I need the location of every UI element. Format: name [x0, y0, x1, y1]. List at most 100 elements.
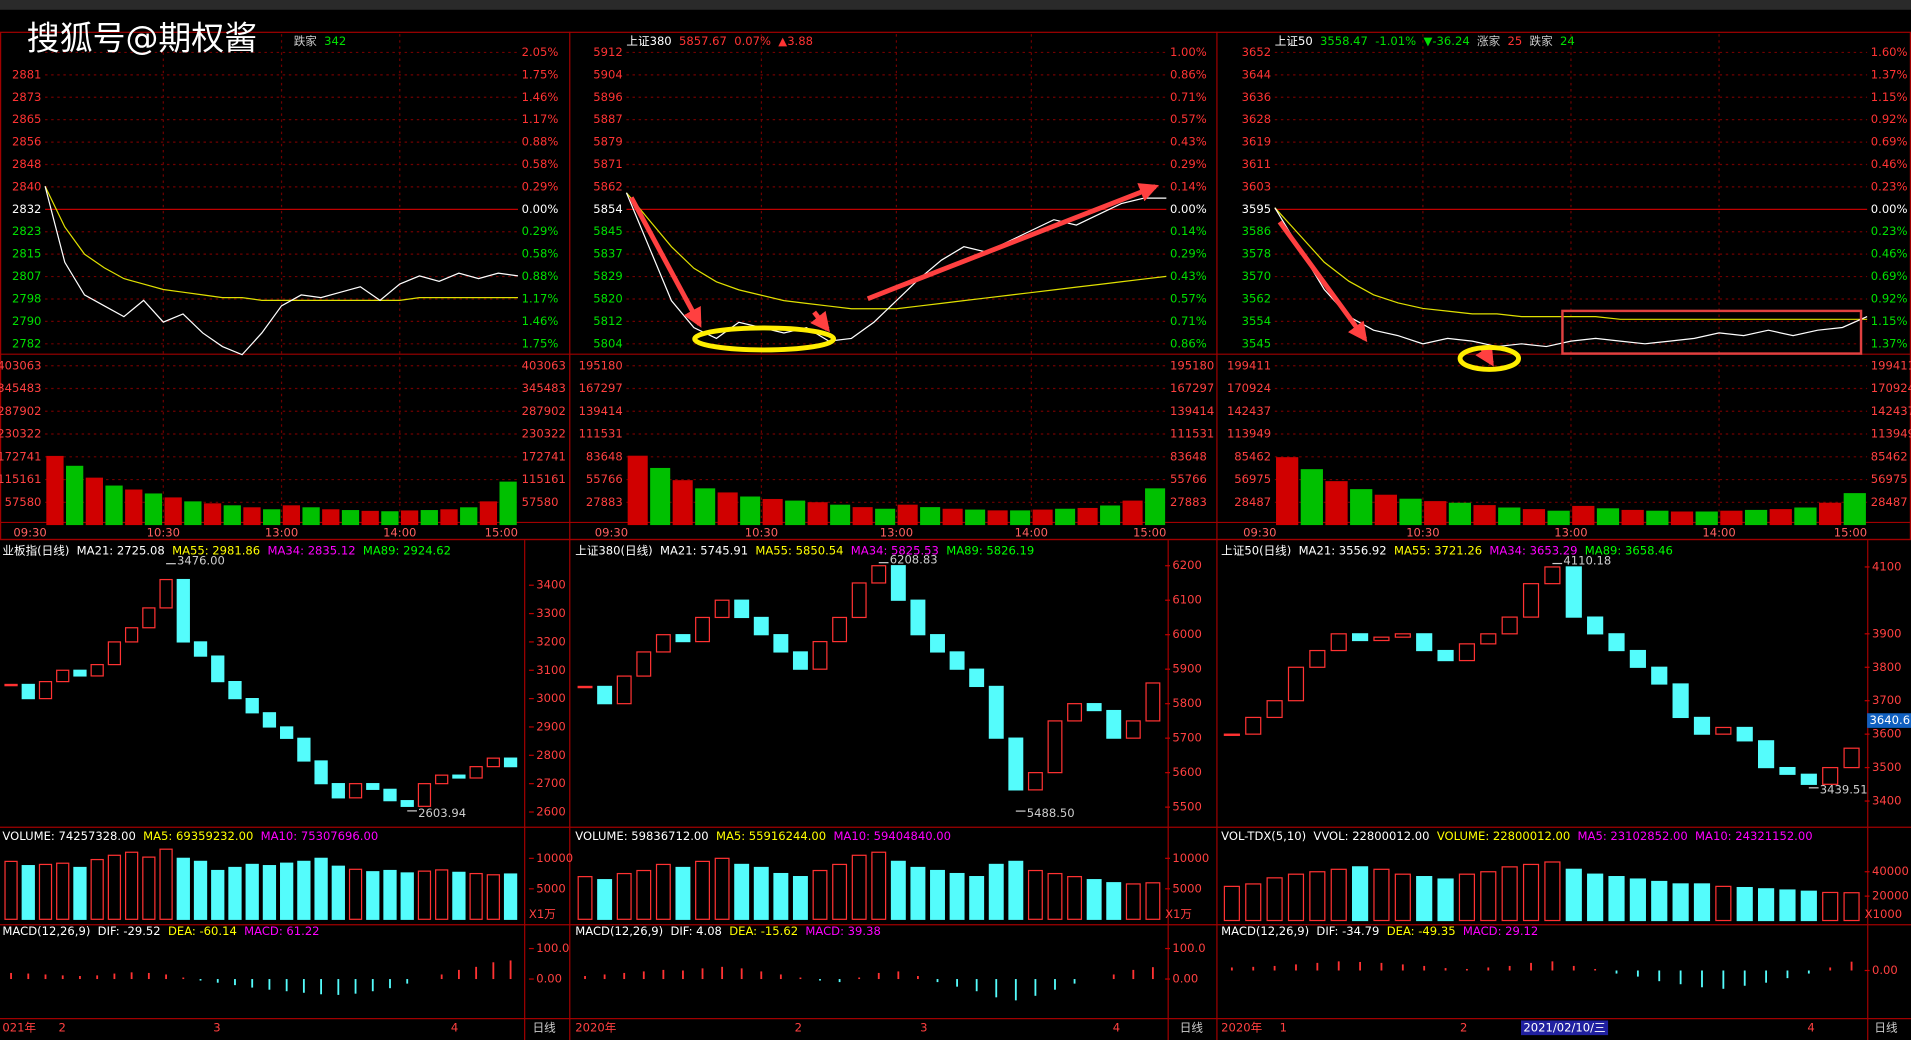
- volume-bar: [852, 507, 873, 526]
- header-item: MA5: 23102852.00: [1578, 829, 1688, 843]
- volume-bar: [105, 485, 123, 526]
- volume-bar: [1621, 509, 1644, 526]
- volume-bar: [597, 879, 613, 920]
- price-tick-label: 3652: [1242, 45, 1271, 59]
- volume-bar: [164, 497, 182, 526]
- price-line: [1274, 207, 1868, 348]
- arrow: [866, 183, 1160, 301]
- candle: [314, 760, 328, 785]
- volume-bar: [1350, 489, 1373, 526]
- header-item: VOLUME: 74257328.00: [2, 829, 135, 843]
- volume-bar: [1106, 882, 1122, 920]
- vol-tick-label: 287902: [522, 404, 566, 418]
- volume-bar: [1818, 502, 1842, 526]
- pct-tick-label: 0.88%: [522, 135, 559, 149]
- candle: [1458, 643, 1476, 662]
- volume-bar: [1693, 883, 1711, 922]
- volume-bar: [1245, 883, 1262, 922]
- date-label: 4: [451, 1020, 458, 1034]
- header-item: VOL-TDX(5,10): [1221, 829, 1306, 843]
- candle: [1651, 666, 1668, 685]
- candle: [1480, 633, 1497, 645]
- volume-bar: [1223, 885, 1240, 922]
- vol-unit: X1000: [1865, 907, 1902, 921]
- volume-bar: [734, 863, 750, 920]
- vol-tick-label: 10000: [1172, 851, 1209, 865]
- volume-bar: [1276, 457, 1299, 526]
- candle: [871, 565, 887, 584]
- price-tick-label: 5896: [593, 90, 622, 104]
- vol-tick-label: 56975: [1234, 472, 1271, 486]
- vol-unit: X1万: [529, 907, 556, 921]
- volume-bar: [142, 856, 156, 920]
- header-item: 5857.67: [679, 34, 727, 48]
- candle: [262, 712, 277, 728]
- volume-bar: [1522, 509, 1546, 526]
- price-tick-label: 5800: [1172, 696, 1201, 710]
- pct-tick-label: 1.17%: [522, 291, 559, 305]
- vol-tick-label: 345483: [0, 381, 41, 395]
- candle: [1027, 772, 1043, 791]
- volume-bar: [56, 862, 70, 920]
- pct-tick-label: 1.37%: [1871, 67, 1908, 81]
- current-price: 3640.6: [1870, 713, 1911, 727]
- vol-tick-label: 5000: [1172, 881, 1201, 895]
- price-tick-label: 5854: [593, 202, 622, 216]
- vol-tick-label: 10000: [536, 851, 573, 865]
- candle: [331, 783, 345, 799]
- candle: [400, 800, 414, 807]
- date-label: 3: [213, 1020, 220, 1034]
- candle: [714, 599, 730, 619]
- vol-tick-label: 287902: [0, 404, 41, 418]
- pct-tick-label: 0.00%: [522, 202, 559, 216]
- highlight-ellipse: [1457, 345, 1521, 372]
- volume-bar: [987, 510, 1008, 526]
- time-label: 13:00: [1554, 525, 1587, 539]
- price-tick-label: 2832: [12, 202, 41, 216]
- header-item: 跌家: [1530, 34, 1554, 48]
- volume-bar: [499, 481, 517, 526]
- vol-tick-label: 85462: [1871, 449, 1908, 463]
- plots: 跌家 3422.05%1.75%1.46%1.17%0.88%0.58%0.29%…: [0, 34, 1911, 1036]
- volume-bar: [965, 509, 986, 526]
- pct-tick-label: 0.46%: [1871, 247, 1908, 261]
- volume-bar: [366, 871, 380, 920]
- candle: [193, 641, 208, 657]
- price-tick-label: 5820: [593, 291, 622, 305]
- volume-bar: [1145, 882, 1161, 920]
- macd-tick-label: 100.0: [1172, 941, 1205, 955]
- volume-bar: [1646, 510, 1669, 526]
- time-label: 14:00: [383, 525, 416, 539]
- volume-bar: [107, 854, 122, 920]
- candle: [469, 766, 483, 779]
- candle: [486, 757, 500, 768]
- candle: [832, 616, 848, 643]
- volume-bar: [400, 872, 414, 920]
- pct-tick-label: 0.43%: [1170, 135, 1207, 149]
- volume-bar: [1769, 509, 1792, 526]
- candle: [56, 669, 70, 683]
- price-tick-label: 3100: [536, 663, 565, 677]
- volume-bar: [1067, 876, 1083, 920]
- volume-bar: [1437, 878, 1454, 922]
- price-tick-label: 5500: [1172, 800, 1201, 814]
- date-label-highlight: 2021/02/10/三: [1523, 1020, 1605, 1034]
- date-label: 4: [1113, 1020, 1120, 1034]
- vol-tick-label: 403063: [0, 358, 41, 372]
- volume-bar: [1300, 469, 1323, 526]
- pct-tick-label: 0.88%: [522, 269, 559, 283]
- volume-bar: [1843, 892, 1860, 922]
- volume-bar: [851, 854, 867, 920]
- price-tick-label: 3700: [1872, 693, 1901, 707]
- price-tick-label: 5837: [593, 247, 622, 261]
- header-item: 业板指(日线): [2, 544, 69, 558]
- volume-bar: [144, 493, 163, 526]
- vol-tick-label: 115161: [522, 472, 566, 486]
- price-tick-label: 2790: [12, 314, 41, 328]
- vol-tick-label: 115161: [0, 472, 41, 486]
- header-item: MACD(12,26,9): [1221, 924, 1309, 938]
- header-item: MA10: 59404840.00: [833, 829, 951, 843]
- pct-tick-label: 0.86%: [1170, 336, 1207, 350]
- volume-bar: [1522, 863, 1540, 922]
